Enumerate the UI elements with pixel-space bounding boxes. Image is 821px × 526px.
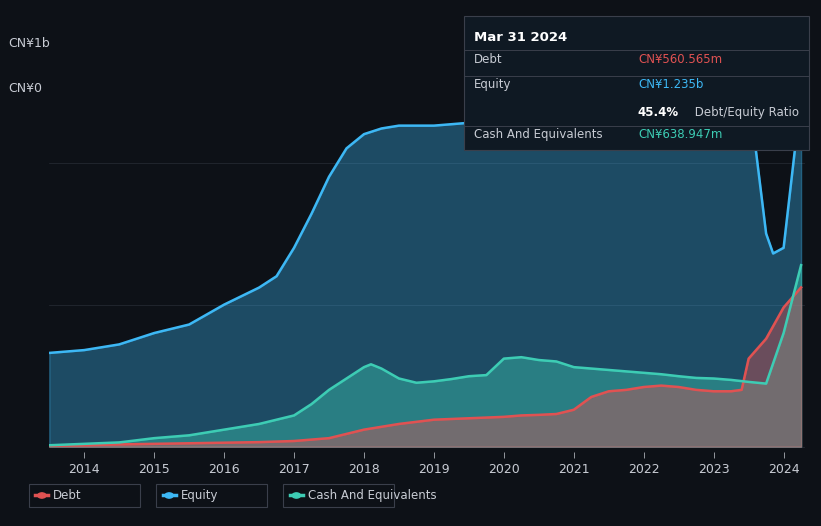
Text: CN¥1.235b: CN¥1.235b <box>638 78 704 92</box>
Text: Debt: Debt <box>53 489 82 502</box>
Text: 45.4%: 45.4% <box>638 106 679 119</box>
Text: Cash And Equivalents: Cash And Equivalents <box>308 489 437 502</box>
Text: CN¥638.947m: CN¥638.947m <box>638 128 722 141</box>
Text: Debt/Equity Ratio: Debt/Equity Ratio <box>691 106 800 119</box>
Text: CN¥1b: CN¥1b <box>8 37 50 50</box>
Text: CN¥0: CN¥0 <box>8 82 42 95</box>
Text: Equity: Equity <box>181 489 218 502</box>
Text: Debt: Debt <box>474 53 502 66</box>
Text: Equity: Equity <box>474 78 511 92</box>
Text: Cash And Equivalents: Cash And Equivalents <box>474 128 603 141</box>
Text: Mar 31 2024: Mar 31 2024 <box>474 31 567 44</box>
Text: CN¥560.565m: CN¥560.565m <box>638 53 722 66</box>
